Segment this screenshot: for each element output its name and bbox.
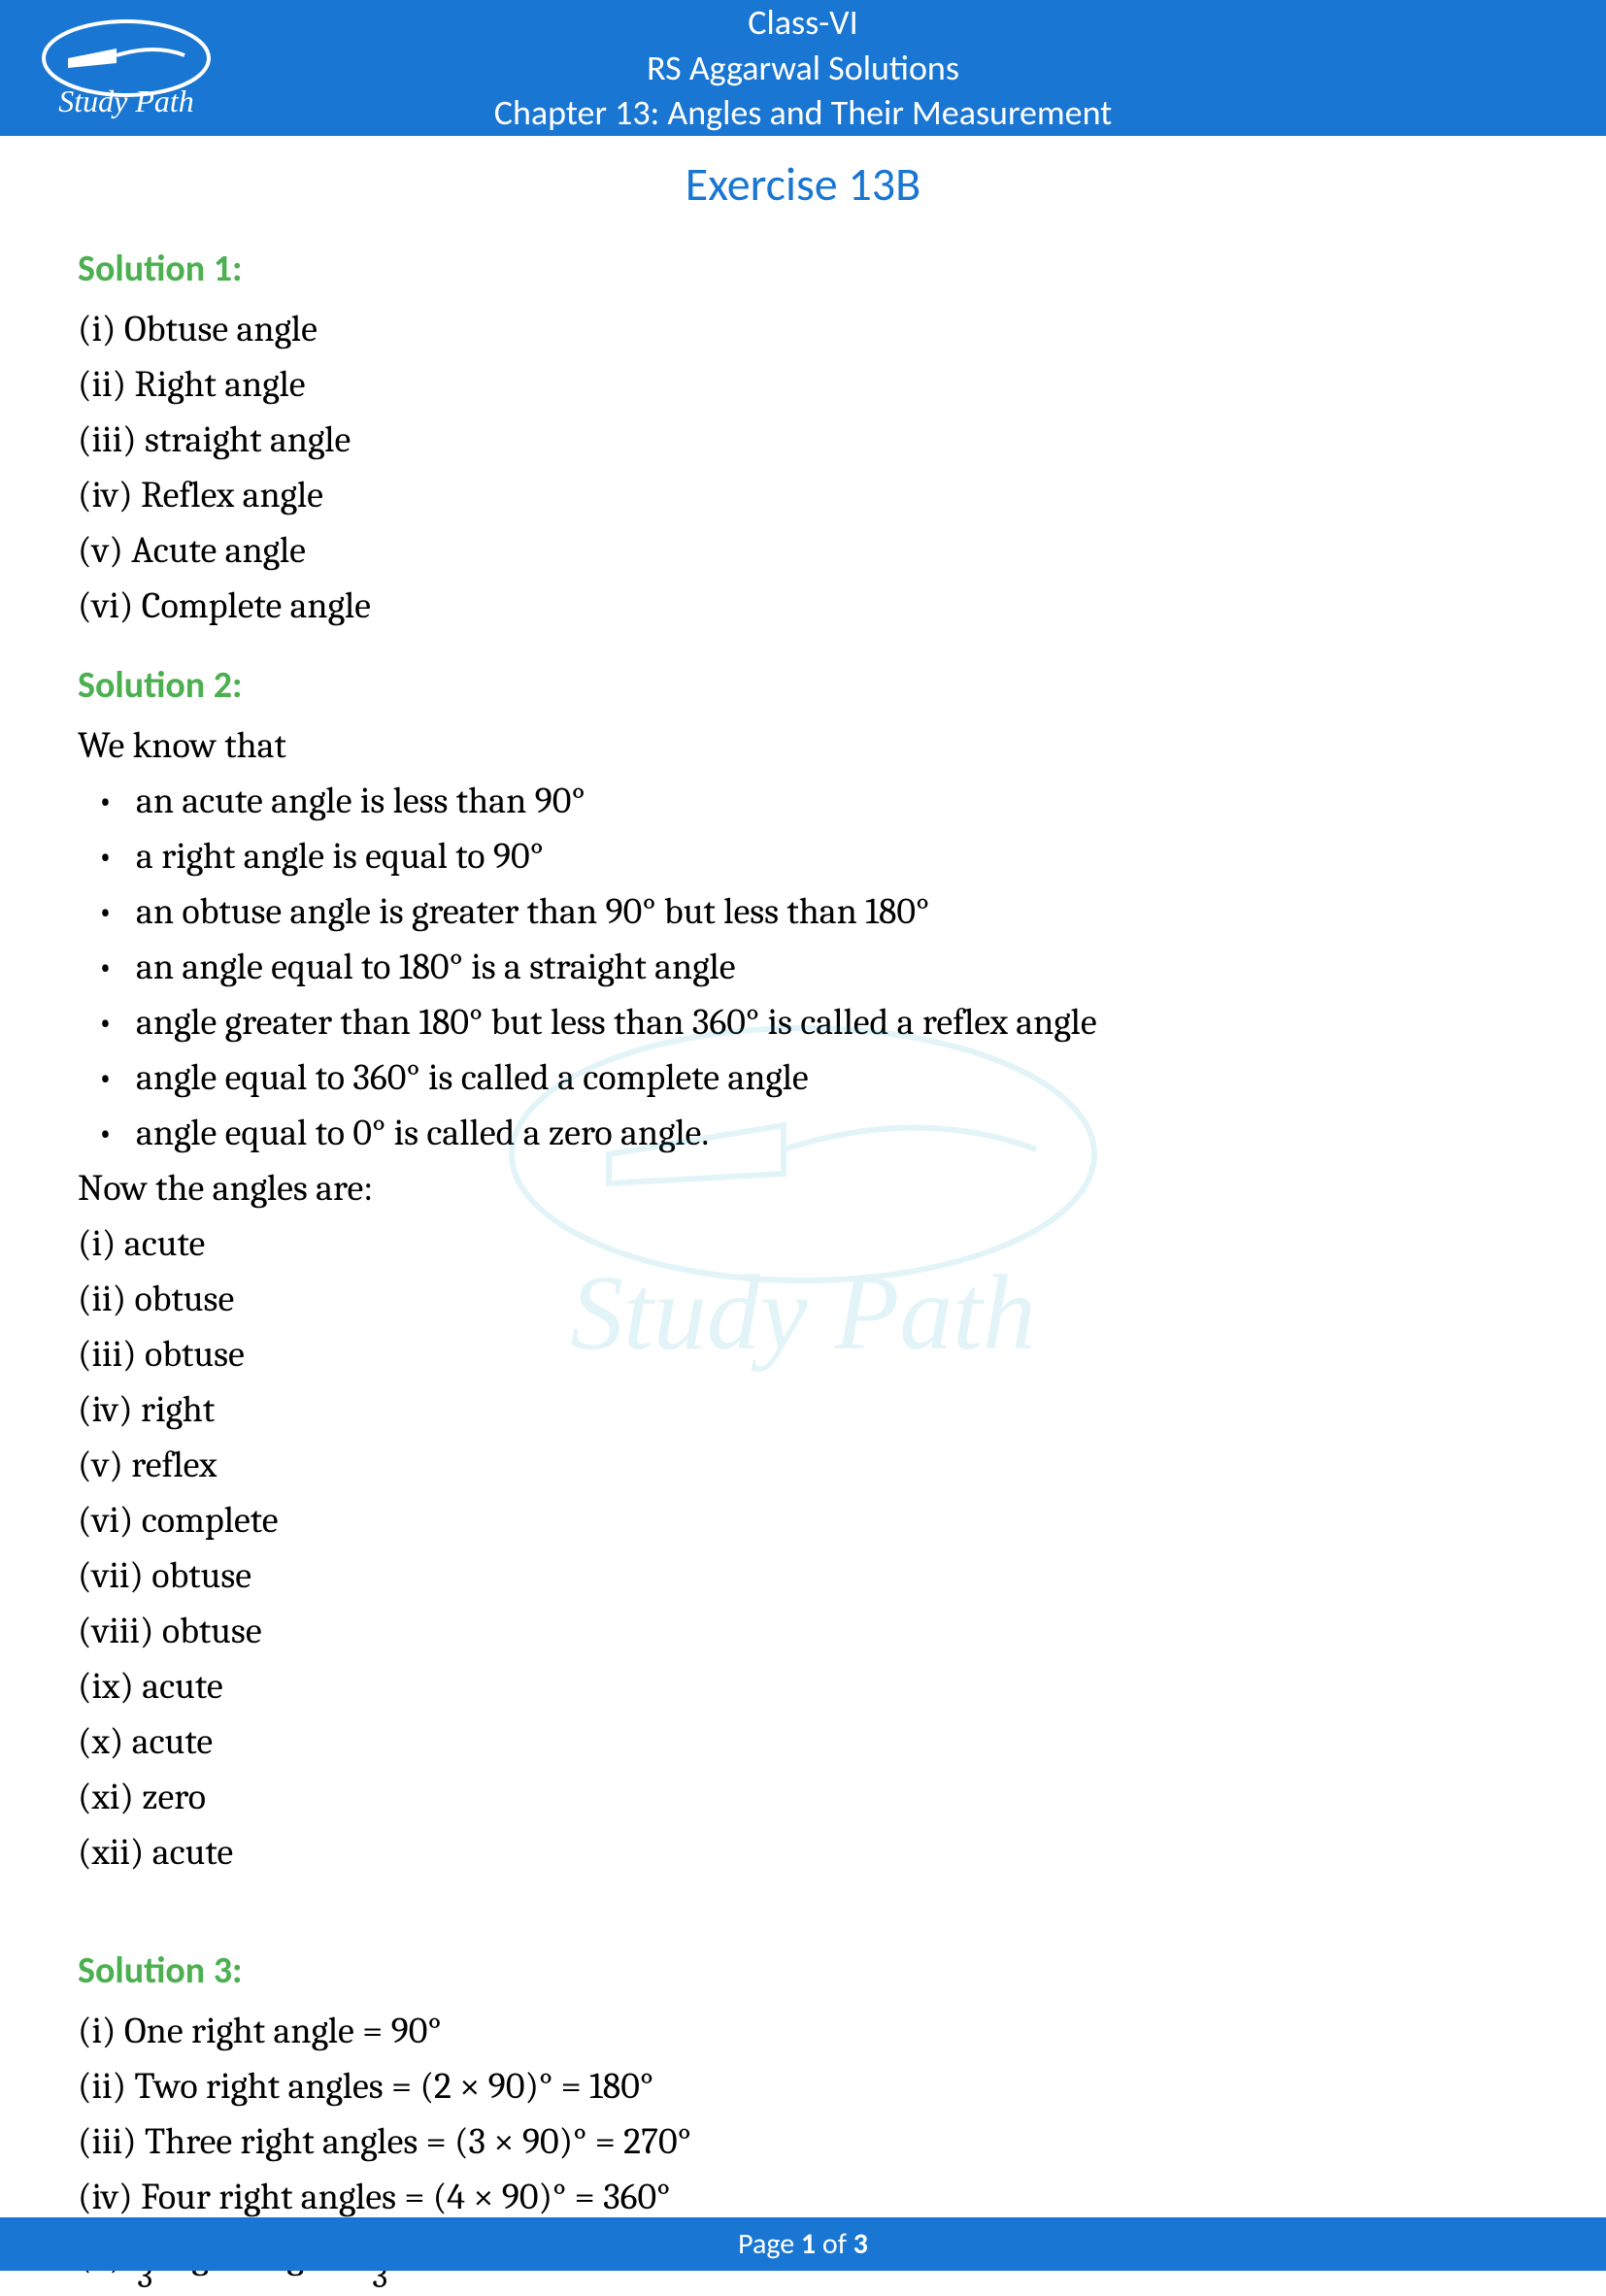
header-class: Class-VI bbox=[29, 0, 1577, 46]
solution-2-item: (iv) right bbox=[78, 1382, 1528, 1438]
solution-2-item: (iii) obtuse bbox=[78, 1327, 1528, 1382]
footer-page-total: 3 bbox=[853, 2226, 868, 2262]
bullet-item: angle greater than 180° but less than 36… bbox=[136, 995, 1528, 1050]
solution-2-item: (vi) complete bbox=[78, 1493, 1528, 1548]
solution-3-item: (iii) Three right angles = (3 × 90)° = 2… bbox=[78, 2114, 1528, 2170]
solution-2-bullets: an acute angle is less than 90° a right … bbox=[78, 774, 1528, 1161]
header-book: RS Aggarwal Solutions bbox=[29, 46, 1577, 91]
footer-page-current: 1 bbox=[801, 2226, 816, 2262]
solution-2-item: (vii) obtuse bbox=[78, 1548, 1528, 1604]
solution-2-intro: We know that bbox=[78, 718, 1528, 774]
bullet-item: an angle equal to 180° is a straight ang… bbox=[136, 940, 1528, 995]
solution-2-item: (ix) acute bbox=[78, 1659, 1528, 1714]
solution-3-heading: Solution 3: bbox=[78, 1944, 1528, 1999]
header-bar: Study Path Class-VI RS Aggarwal Solution… bbox=[0, 0, 1606, 136]
footer-mid: of bbox=[816, 2226, 853, 2262]
solution-2-heading: Solution 2: bbox=[78, 658, 1528, 714]
content-area: Study Path Solution 1: (i) Obtuse angle … bbox=[0, 242, 1606, 2293]
bullet-item: an acute angle is less than 90° bbox=[136, 774, 1528, 829]
solution-1-item: (i) Obtuse angle bbox=[78, 302, 1528, 357]
solution-2-now: Now the angles are: bbox=[78, 1161, 1528, 1216]
bullet-item: an obtuse angle is greater than 90° but … bbox=[136, 884, 1528, 940]
exercise-title: Exercise 13B bbox=[0, 155, 1606, 213]
solution-2-item: (x) acute bbox=[78, 1714, 1528, 1770]
solution-1-item: (iv) Reflex angle bbox=[78, 468, 1528, 523]
solution-3-item: (ii) Two right angles = (2 × 90)° = 180° bbox=[78, 2059, 1528, 2114]
footer-bar: Page 1 of 3 bbox=[0, 2217, 1606, 2271]
solution-2-item: (i) acute bbox=[78, 1216, 1528, 1272]
solution-2-item: (v) reflex bbox=[78, 1438, 1528, 1493]
solution-2-item: (xi) zero bbox=[78, 1770, 1528, 1825]
solution-1-item: (ii) Right angle bbox=[78, 357, 1528, 413]
bullet-item: a right angle is equal to 90° bbox=[136, 829, 1528, 884]
solution-1-item: (v) Acute angle bbox=[78, 523, 1528, 579]
solution-2-item: (xii) acute bbox=[78, 1825, 1528, 1880]
svg-text:Study Path: Study Path bbox=[58, 83, 194, 118]
solution-1-item: (iii) straight angle bbox=[78, 413, 1528, 468]
header-text-block: Class-VI RS Aggarwal Solutions Chapter 1… bbox=[29, 0, 1577, 136]
solution-2-item: (viii) obtuse bbox=[78, 1604, 1528, 1659]
solution-2-item: (ii) obtuse bbox=[78, 1272, 1528, 1327]
header-chapter: Chapter 13: Angles and Their Measurement bbox=[29, 90, 1577, 136]
footer-prefix: Page bbox=[738, 2226, 801, 2262]
solution-1-item: (vi) Complete angle bbox=[78, 579, 1528, 634]
bullet-item: angle equal to 360° is called a complete… bbox=[136, 1050, 1528, 1106]
solution-1-heading: Solution 1: bbox=[78, 242, 1528, 297]
bullet-item: angle equal to 0° is called a zero angle… bbox=[136, 1106, 1528, 1161]
study-path-logo: Study Path bbox=[29, 15, 223, 125]
solution-3-item: (i) One right angle = 90° bbox=[78, 2004, 1528, 2059]
